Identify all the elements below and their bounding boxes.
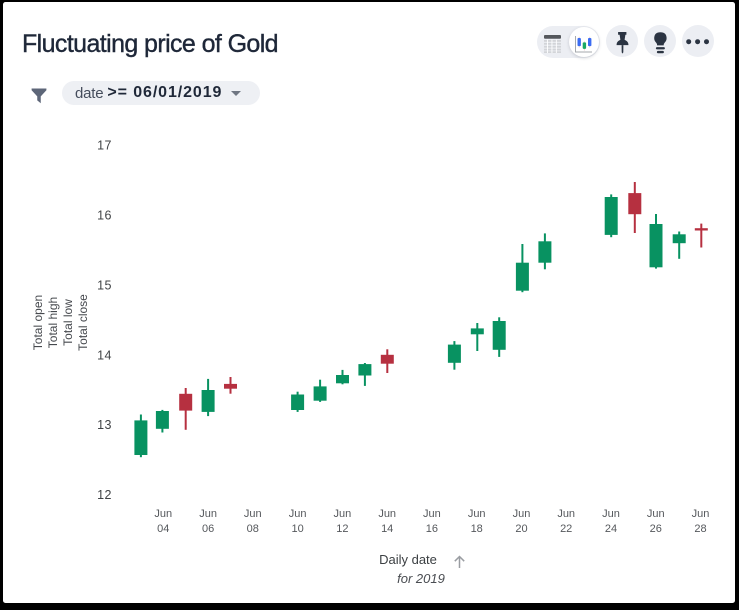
svg-text:Jun: Jun: [334, 508, 352, 520]
svg-text:16: 16: [97, 209, 112, 223]
svg-text:Jun: Jun: [647, 508, 665, 520]
svg-text:Jun: Jun: [602, 508, 620, 520]
svg-text:Jun: Jun: [244, 508, 262, 520]
svg-text:Jun: Jun: [199, 508, 217, 520]
svg-text:28: 28: [694, 523, 706, 535]
svg-text:Jun: Jun: [557, 508, 575, 520]
svg-text:12: 12: [336, 523, 348, 535]
svg-text:24: 24: [605, 523, 617, 535]
svg-text:14: 14: [381, 523, 393, 535]
svg-text:Total high: Total high: [46, 297, 60, 348]
svg-text:04: 04: [157, 523, 169, 535]
svg-text:17: 17: [97, 139, 112, 153]
svg-text:Jun: Jun: [692, 508, 710, 520]
svg-text:Jun: Jun: [378, 508, 396, 520]
svg-text:15: 15: [97, 279, 112, 293]
svg-text:for 2019: for 2019: [397, 571, 445, 586]
svg-text:22: 22: [560, 523, 572, 535]
svg-text:Total close: Total close: [76, 294, 90, 351]
svg-text:Daily date: Daily date: [379, 552, 437, 567]
svg-text:Jun: Jun: [468, 508, 486, 520]
svg-text:16: 16: [426, 523, 438, 535]
svg-text:Jun: Jun: [289, 508, 307, 520]
svg-text:26: 26: [650, 523, 662, 535]
svg-text:Jun: Jun: [423, 508, 441, 520]
svg-text:Jun: Jun: [154, 508, 172, 520]
svg-text:14: 14: [97, 349, 112, 363]
svg-text:06: 06: [202, 523, 214, 535]
svg-text:10: 10: [291, 523, 303, 535]
svg-text:Total open: Total open: [31, 295, 45, 350]
svg-text:Jun: Jun: [513, 508, 531, 520]
svg-text:Total low: Total low: [61, 299, 75, 346]
svg-text:08: 08: [247, 523, 259, 535]
svg-text:13: 13: [97, 418, 112, 432]
svg-text:18: 18: [471, 523, 483, 535]
svg-text:20: 20: [515, 523, 527, 535]
svg-text:12: 12: [97, 488, 112, 502]
